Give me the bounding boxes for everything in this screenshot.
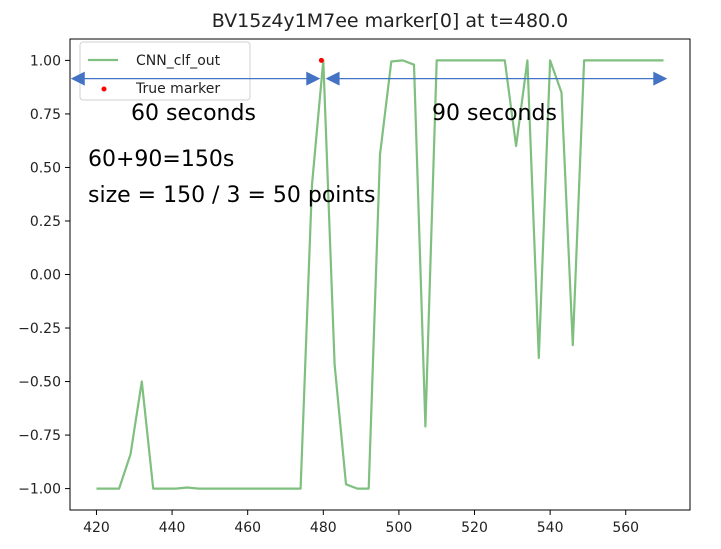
true-marker-point	[318, 57, 324, 63]
y-tick-label: 0.25	[30, 214, 61, 230]
chart-title: BV15z4y1M7ee marker[0] at t=480.0	[212, 10, 569, 32]
x-tick-label: 480	[310, 520, 337, 536]
annotation-layer: 60 seconds 90 seconds 60+90=150s size = …	[70, 71, 668, 208]
annotation-90-seconds: 90 seconds	[432, 101, 557, 126]
legend: CNN_clf_out True marker	[79, 41, 251, 101]
series-line-cnn-clf-out	[96, 59, 664, 490]
plot-area: 420 440 460 480 500 520 540 560 1.00 0.75 0.50 0.25…	[18, 38, 691, 536]
y-tick-label: −0.75	[18, 428, 61, 444]
y-tick-label: 0.00	[30, 268, 61, 284]
y-tick-label: 0.50	[30, 160, 61, 176]
arrow-90-seconds	[325, 71, 668, 86]
legend-box	[79, 41, 251, 101]
series-layer	[96, 57, 664, 490]
annotation-60-seconds: 60 seconds	[131, 101, 256, 126]
x-tick-label: 520	[461, 520, 488, 536]
y-tick-label: −1.00	[18, 482, 61, 498]
annotation-sum: 60+90=150s	[88, 147, 234, 172]
x-tick-label: 460	[234, 520, 261, 536]
annotation-size: size = 150 / 3 = 50 points	[88, 183, 375, 208]
x-tick-label: 560	[612, 520, 639, 536]
x-tick-label: 420	[83, 520, 110, 536]
y-tick-label: −0.50	[18, 375, 61, 391]
legend-entry-true-marker: True marker	[135, 81, 220, 97]
x-tick-label: 440	[159, 520, 186, 536]
legend-entry-cnn: CNN_clf_out	[136, 53, 221, 69]
legend-swatch-true-marker	[101, 86, 107, 92]
y-tick-label: 1.00	[30, 53, 61, 69]
arrow-60-seconds	[70, 71, 321, 86]
y-tick-label: −0.25	[18, 321, 61, 337]
x-tick-label: 500	[386, 520, 413, 536]
y-tick-label: 0.75	[30, 107, 61, 123]
x-tick-label: 540	[537, 520, 564, 536]
